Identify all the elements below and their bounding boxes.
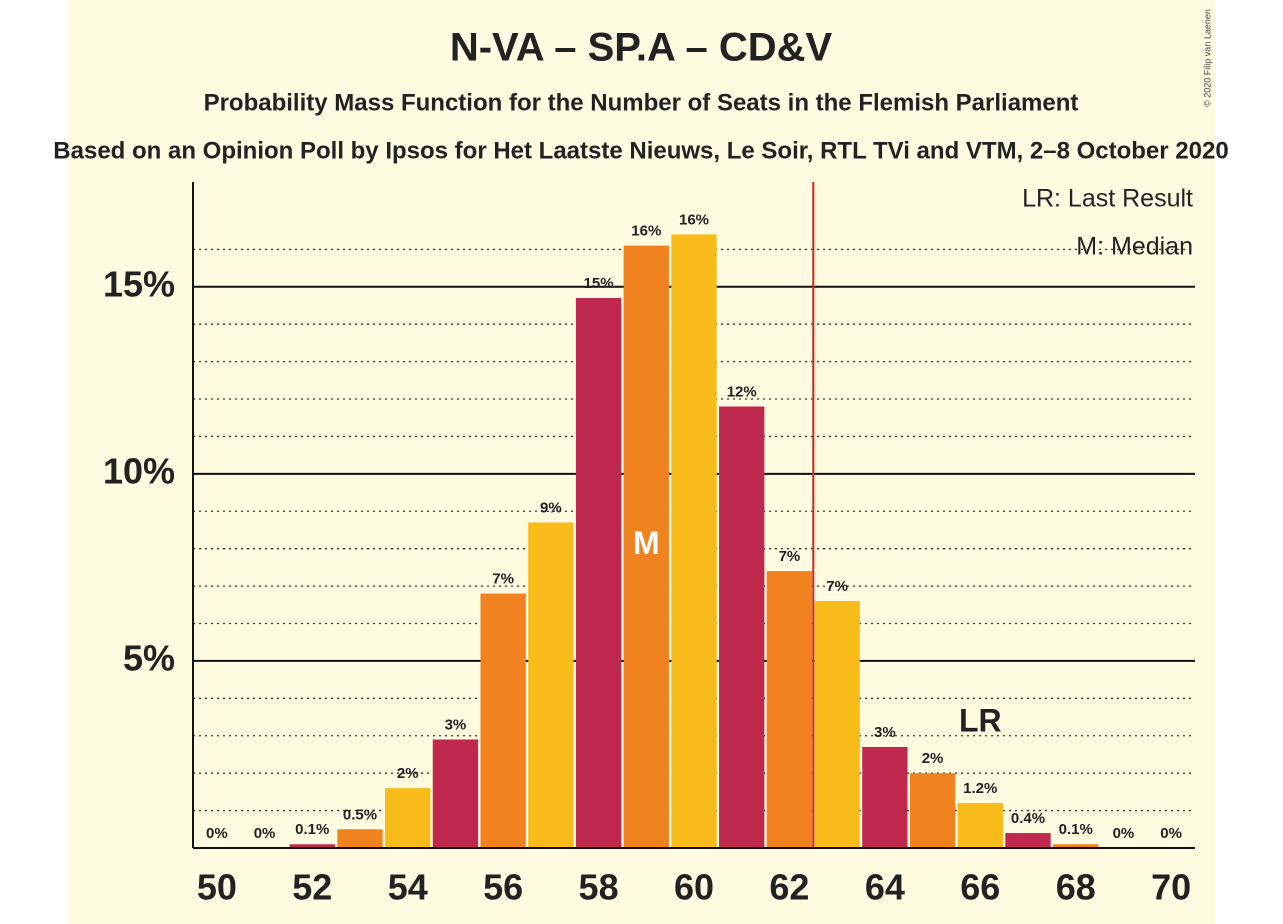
value-label: 3%: [874, 724, 896, 741]
value-label: 16%: [679, 211, 709, 228]
bar: [957, 803, 1003, 848]
value-label: 7%: [826, 578, 848, 595]
value-label: 0%: [1113, 825, 1135, 842]
y-tick-label: 5%: [123, 637, 175, 678]
x-tick-label: 62: [769, 867, 809, 908]
value-label: 0.1%: [295, 821, 329, 838]
copyright: © 2020 Filip van Laenen: [1202, 9, 1212, 107]
bar: [1005, 833, 1051, 848]
legend-entry: M: Median: [1076, 233, 1193, 261]
value-label: 3%: [445, 716, 467, 733]
legend-entry: LR: Last Result: [1022, 185, 1193, 213]
value-label: 0.5%: [343, 806, 377, 823]
bar: [623, 245, 669, 848]
value-label: 16%: [631, 223, 661, 240]
bar: [862, 746, 908, 848]
last-result-label: LR: [959, 703, 1002, 739]
value-label: 1.2%: [963, 780, 997, 797]
bar: [1053, 844, 1099, 848]
x-tick-label: 56: [483, 867, 523, 908]
value-label: 15%: [584, 275, 614, 292]
bar: [766, 571, 813, 848]
x-tick-label: 66: [960, 867, 1000, 908]
bar: [385, 788, 431, 848]
y-tick-label: 10%: [103, 450, 175, 491]
value-label: 9%: [540, 499, 562, 516]
value-label: 7%: [779, 548, 801, 565]
chart-subtitle: Probability Mass Function for the Number…: [204, 89, 1079, 116]
x-tick-label: 52: [292, 867, 332, 908]
x-tick-label: 58: [579, 867, 619, 908]
bar: [719, 406, 765, 848]
median-label: M: [633, 525, 660, 561]
value-label: 2%: [397, 765, 419, 782]
chart-title: N-VA – SP.A – CD&V: [450, 26, 833, 70]
bar: [289, 844, 335, 848]
value-label: 0.4%: [1011, 810, 1045, 827]
x-tick-label: 68: [1056, 867, 1096, 908]
value-label: 12%: [727, 383, 757, 400]
bar: [909, 773, 956, 848]
value-label: 0%: [1160, 825, 1182, 842]
value-label: 7%: [492, 571, 514, 588]
x-tick-label: 64: [865, 867, 905, 908]
bar: [337, 829, 383, 848]
bar: [432, 739, 479, 848]
bar: [528, 522, 574, 848]
x-tick-label: 54: [388, 867, 428, 908]
x-tick-label: 50: [197, 867, 237, 908]
value-label: 0%: [254, 825, 276, 842]
bar: [814, 601, 860, 848]
value-label: 2%: [922, 750, 944, 767]
value-label: 0.1%: [1059, 821, 1093, 838]
x-tick-label: 60: [674, 867, 714, 908]
bar: [480, 593, 526, 848]
bar: [575, 297, 622, 848]
bar: [671, 234, 717, 848]
x-tick-label: 70: [1151, 867, 1191, 908]
y-tick-label: 15%: [103, 263, 175, 304]
chart-subtitle: Based on an Opinion Poll by Ipsos for He…: [53, 137, 1228, 164]
value-label: 0%: [206, 825, 228, 842]
